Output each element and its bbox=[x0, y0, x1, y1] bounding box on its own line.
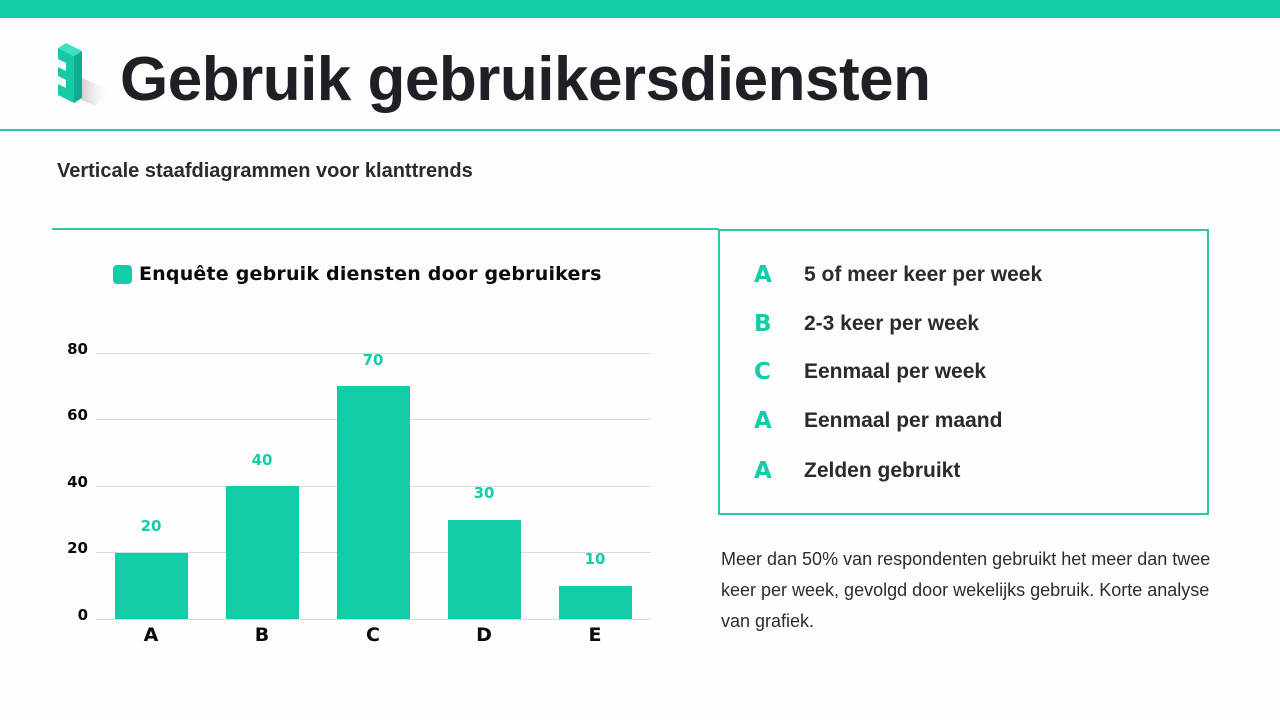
bar-d bbox=[448, 520, 521, 619]
legend-label: Zelden gebruikt bbox=[804, 459, 961, 482]
bar-value-label: 40 bbox=[251, 451, 273, 469]
x-tick-label: E bbox=[588, 624, 602, 646]
legend-swatch bbox=[113, 264, 132, 284]
chart-title: Enquête gebruik diensten door gebruikers bbox=[139, 263, 602, 285]
isometric-3-logo-icon bbox=[58, 43, 110, 106]
legend-letter: C bbox=[754, 359, 771, 385]
bar-value-label: 70 bbox=[362, 351, 384, 369]
bar-value-label: 10 bbox=[584, 550, 606, 568]
top-accent-bar bbox=[0, 0, 1280, 18]
header-divider bbox=[0, 129, 1280, 131]
bar-value-label: 30 bbox=[473, 484, 495, 502]
legend-label: 5 of meer keer per week bbox=[804, 263, 1043, 286]
chart-divider bbox=[52, 228, 719, 230]
y-tick-label: 60 bbox=[67, 406, 88, 424]
bar-e bbox=[559, 586, 632, 619]
gridline bbox=[96, 353, 651, 354]
bar-value-label: 20 bbox=[140, 517, 162, 535]
legend-letter: A bbox=[754, 262, 772, 288]
page-title: Gebruik gebruikersdiensten bbox=[120, 45, 931, 114]
legend-item: A Eenmaal per maand bbox=[754, 406, 1002, 436]
legend-label: Eenmaal per week bbox=[804, 360, 987, 383]
legend-item: A Zelden gebruikt bbox=[754, 456, 960, 486]
y-tick-label: 80 bbox=[67, 340, 88, 358]
y-tick-label: 40 bbox=[67, 473, 88, 491]
y-tick-label: 0 bbox=[77, 606, 88, 624]
category-legend-panel: A 5 of meer keer per week B 2-3 keer per… bbox=[718, 229, 1209, 515]
bar-b bbox=[226, 486, 299, 619]
chart-legend: Enquête gebruik diensten door gebruikers bbox=[113, 263, 602, 285]
x-tick-label: D bbox=[476, 624, 492, 646]
x-tick-label: C bbox=[366, 624, 380, 646]
x-axis-line bbox=[96, 619, 651, 620]
analysis-text: Meer dan 50% van respondenten gebruikt h… bbox=[721, 549, 1211, 631]
bar-chart: Enquête gebruik diensten door gebruikers… bbox=[67, 263, 651, 646]
legend-label: Eenmaal per maand bbox=[804, 409, 1003, 432]
bar-c bbox=[337, 386, 410, 619]
legend-letter: A bbox=[754, 458, 772, 484]
legend-letter: B bbox=[754, 311, 772, 337]
bar-a bbox=[115, 553, 188, 619]
legend-item: B 2-3 keer per week bbox=[754, 309, 979, 339]
x-tick-label: A bbox=[143, 624, 159, 646]
legend-item: C Eenmaal per week bbox=[754, 357, 986, 387]
x-tick-label: B bbox=[254, 624, 270, 646]
legend-item: A 5 of meer keer per week bbox=[754, 260, 1042, 290]
y-tick-label: 20 bbox=[67, 539, 88, 557]
page-subtitle: Verticale staafdiagrammen voor klanttren… bbox=[57, 160, 473, 182]
legend-label: 2-3 keer per week bbox=[804, 312, 980, 335]
legend-letter: A bbox=[754, 408, 772, 434]
